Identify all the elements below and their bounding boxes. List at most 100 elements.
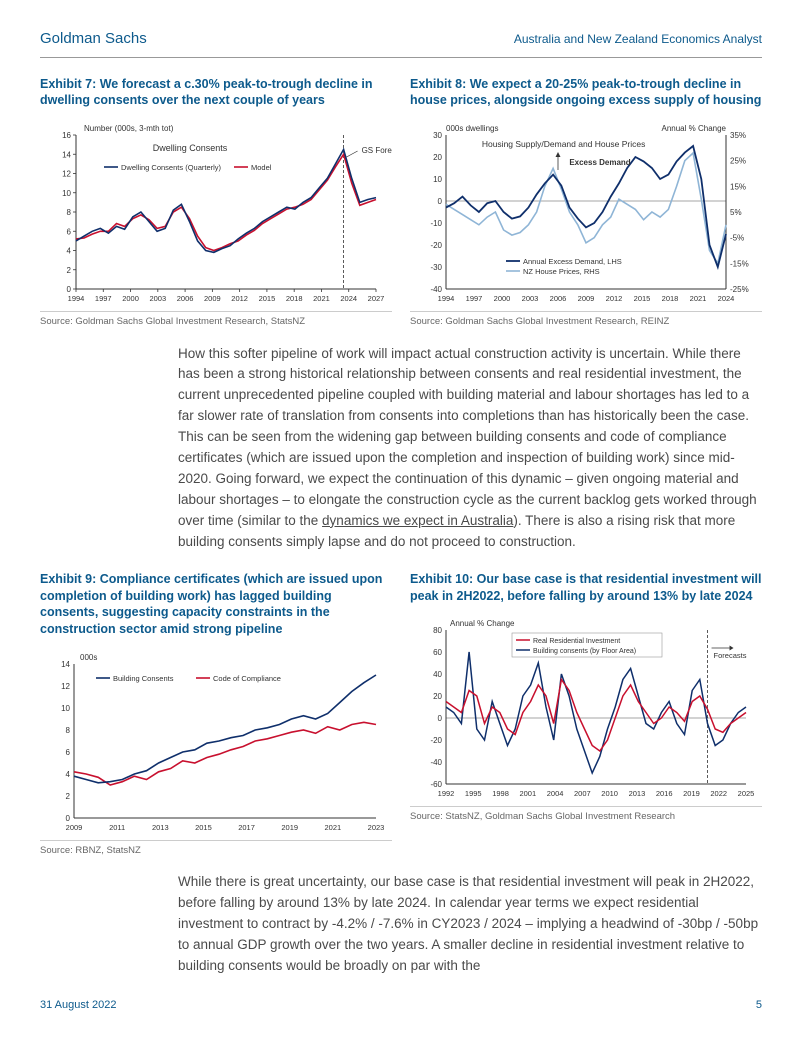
svg-text:8: 8 bbox=[66, 726, 71, 735]
svg-text:2021: 2021 bbox=[325, 823, 342, 832]
svg-text:4: 4 bbox=[66, 770, 71, 779]
svg-text:2009: 2009 bbox=[66, 823, 83, 832]
svg-text:20: 20 bbox=[433, 692, 442, 701]
svg-text:Annual % Change: Annual % Change bbox=[450, 619, 515, 628]
svg-text:30: 30 bbox=[433, 131, 442, 140]
svg-text:2001: 2001 bbox=[519, 789, 536, 798]
exhibit-9: Exhibit 9: Compliance certificates (whic… bbox=[40, 571, 392, 859]
svg-text:2011: 2011 bbox=[109, 823, 125, 832]
svg-text:1998: 1998 bbox=[492, 789, 509, 798]
svg-text:10: 10 bbox=[62, 189, 71, 198]
svg-text:Dwelling Consents (Quarterly): Dwelling Consents (Quarterly) bbox=[121, 163, 222, 172]
svg-text:-20: -20 bbox=[430, 241, 442, 250]
exhibit-7-source: Source: Goldman Sachs Global Investment … bbox=[40, 311, 392, 329]
svg-text:2022: 2022 bbox=[710, 789, 727, 798]
svg-text:2006: 2006 bbox=[177, 294, 194, 303]
svg-text:60: 60 bbox=[433, 648, 442, 657]
exhibit-row-bottom: Exhibit 9: Compliance certificates (whic… bbox=[40, 571, 762, 859]
exhibit-8: Exhibit 8: We expect a 20-25% peak-to-tr… bbox=[410, 76, 762, 330]
exhibit-9-title: Exhibit 9: Compliance certificates (whic… bbox=[40, 571, 392, 639]
svg-text:2024: 2024 bbox=[718, 294, 735, 303]
svg-text:2012: 2012 bbox=[231, 294, 248, 303]
svg-text:2006: 2006 bbox=[550, 294, 567, 303]
svg-text:0: 0 bbox=[438, 714, 443, 723]
svg-text:2015: 2015 bbox=[195, 823, 212, 832]
svg-text:Code of Compliance: Code of Compliance bbox=[213, 674, 281, 683]
svg-text:2: 2 bbox=[66, 792, 71, 801]
svg-text:1994: 1994 bbox=[68, 294, 85, 303]
svg-text:0: 0 bbox=[67, 285, 72, 294]
svg-text:2003: 2003 bbox=[522, 294, 539, 303]
svg-text:20: 20 bbox=[433, 153, 442, 162]
exhibit-10: Exhibit 10: Our base case is that reside… bbox=[410, 571, 762, 859]
svg-text:-20: -20 bbox=[430, 736, 442, 745]
svg-text:12: 12 bbox=[62, 170, 71, 179]
exhibit-8-chart: -40-30-20-100102030-25%-15%-5%5%15%25%35… bbox=[410, 117, 762, 307]
svg-text:Excess Demand: Excess Demand bbox=[569, 158, 630, 167]
svg-text:2009: 2009 bbox=[578, 294, 595, 303]
exhibit-7-title: Exhibit 7: We forecast a c.30% peak-to-t… bbox=[40, 76, 392, 110]
svg-text:1992: 1992 bbox=[438, 789, 455, 798]
svg-text:2012: 2012 bbox=[606, 294, 623, 303]
svg-text:2023: 2023 bbox=[368, 823, 385, 832]
exhibit-10-chart: -60-40-200204060801992199519982001200420… bbox=[410, 612, 762, 802]
svg-text:-25%: -25% bbox=[730, 285, 749, 294]
exhibit-10-title: Exhibit 10: Our base case is that reside… bbox=[410, 571, 762, 605]
svg-text:Forecasts: Forecasts bbox=[714, 651, 747, 660]
svg-text:2019: 2019 bbox=[683, 789, 700, 798]
svg-text:2021: 2021 bbox=[690, 294, 707, 303]
svg-text:000s: 000s bbox=[80, 653, 97, 662]
svg-text:2018: 2018 bbox=[286, 294, 303, 303]
page-footer: 31 August 2022 5 bbox=[40, 997, 762, 1014]
svg-text:1995: 1995 bbox=[465, 789, 482, 798]
footer-page: 5 bbox=[756, 997, 762, 1014]
svg-text:12: 12 bbox=[61, 682, 70, 691]
svg-text:2009: 2009 bbox=[204, 294, 221, 303]
svg-text:2003: 2003 bbox=[149, 294, 166, 303]
svg-text:-40: -40 bbox=[430, 285, 442, 294]
svg-text:14: 14 bbox=[61, 660, 70, 669]
document-series: Australia and New Zealand Economics Anal… bbox=[514, 30, 762, 48]
svg-text:35%: 35% bbox=[730, 131, 746, 140]
svg-text:Model: Model bbox=[251, 163, 272, 172]
svg-text:16: 16 bbox=[62, 131, 71, 140]
exhibit-row-top: Exhibit 7: We forecast a c.30% peak-to-t… bbox=[40, 76, 762, 330]
svg-text:Dwelling Consents: Dwelling Consents bbox=[153, 143, 228, 153]
svg-text:2010: 2010 bbox=[601, 789, 618, 798]
svg-text:Annual % Change: Annual % Change bbox=[662, 124, 727, 133]
svg-text:2027: 2027 bbox=[368, 294, 385, 303]
svg-text:NZ House Prices, RHS: NZ House Prices, RHS bbox=[523, 267, 600, 276]
svg-text:Building consents (by Floor Ar: Building consents (by Floor Area) bbox=[533, 648, 636, 655]
svg-text:0: 0 bbox=[438, 197, 443, 206]
svg-text:2015: 2015 bbox=[634, 294, 651, 303]
exhibit-10-source: Source: StatsNZ, Goldman Sachs Global In… bbox=[410, 806, 762, 824]
svg-text:-10: -10 bbox=[430, 219, 442, 228]
svg-text:6: 6 bbox=[67, 228, 72, 237]
svg-text:40: 40 bbox=[433, 670, 442, 679]
svg-text:-40: -40 bbox=[430, 758, 442, 767]
svg-text:6: 6 bbox=[66, 748, 71, 757]
brand-name: Goldman Sachs bbox=[40, 28, 147, 51]
svg-text:2013: 2013 bbox=[152, 823, 169, 832]
svg-text:2013: 2013 bbox=[629, 789, 646, 798]
svg-text:2015: 2015 bbox=[259, 294, 276, 303]
svg-text:2019: 2019 bbox=[281, 823, 298, 832]
page-header: Goldman Sachs Australia and New Zealand … bbox=[40, 28, 762, 58]
svg-text:-30: -30 bbox=[430, 263, 442, 272]
exhibit-8-title: Exhibit 8: We expect a 20-25% peak-to-tr… bbox=[410, 76, 762, 110]
svg-text:2018: 2018 bbox=[662, 294, 679, 303]
body-paragraph-2: While there is great uncertainty, our ba… bbox=[178, 872, 762, 977]
svg-text:-15%: -15% bbox=[730, 260, 749, 269]
svg-text:-60: -60 bbox=[430, 780, 442, 789]
body1-link[interactable]: dynamics we expect in Australia bbox=[322, 513, 513, 528]
svg-text:2004: 2004 bbox=[547, 789, 564, 798]
svg-text:2024: 2024 bbox=[340, 294, 357, 303]
svg-text:2000: 2000 bbox=[122, 294, 139, 303]
svg-text:Annual Excess Demand, LHS: Annual Excess Demand, LHS bbox=[523, 257, 622, 266]
svg-text:10: 10 bbox=[61, 704, 70, 713]
svg-text:4: 4 bbox=[67, 247, 72, 256]
svg-text:Number (000s, 3-mth tot): Number (000s, 3-mth tot) bbox=[84, 124, 174, 133]
svg-text:Housing Supply/Demand and Hous: Housing Supply/Demand and House Prices bbox=[482, 139, 645, 149]
svg-text:2021: 2021 bbox=[313, 294, 330, 303]
svg-text:2007: 2007 bbox=[574, 789, 591, 798]
